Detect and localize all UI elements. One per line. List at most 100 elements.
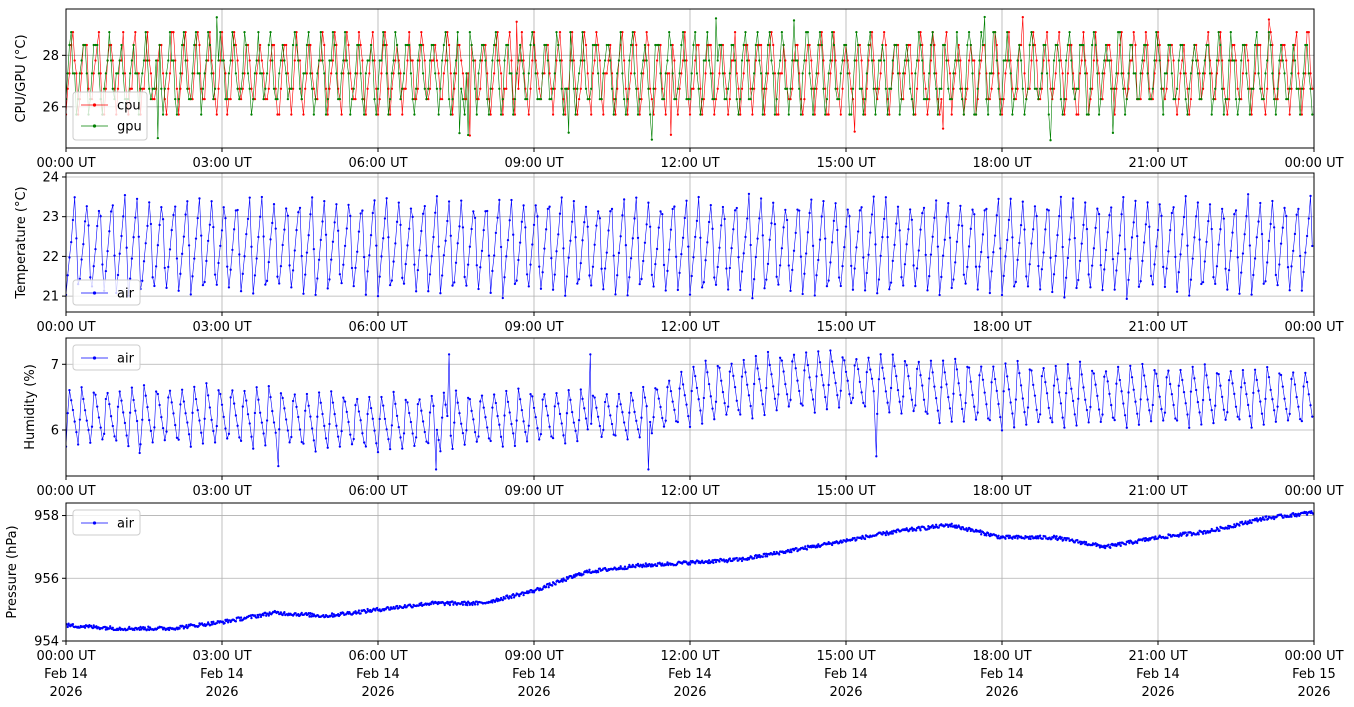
data-point [489,439,492,443]
data-point [1014,280,1018,284]
data-point [813,411,816,414]
data-point [373,429,376,432]
data-point [92,265,95,268]
data-point [1311,113,1314,116]
data-point [149,97,153,101]
data-point [1160,214,1163,218]
data-point [765,87,768,90]
y-axis-label: Pressure (hPa) [5,525,20,618]
data-point [697,398,700,401]
data-point [905,364,908,367]
data-point [66,274,69,277]
data-point [1292,371,1295,374]
data-point [666,72,669,75]
data-point [621,72,624,75]
data-point [397,606,400,610]
data-point [238,97,241,101]
x-tick-date-label: Feb 14 [1136,667,1180,682]
data-point [1104,248,1108,252]
data-point [1066,72,1070,75]
data-point [627,565,630,569]
data-point [1174,97,1177,101]
data-point [1229,59,1232,62]
data-point [730,362,733,365]
data-point [390,279,394,282]
data-point [764,555,767,558]
data-point [366,87,369,90]
data-point [1136,412,1139,415]
data-point [1181,59,1184,62]
data-point [997,197,1000,201]
data-point [1054,537,1057,540]
data-point [565,275,569,278]
data-point [1309,511,1312,515]
data-point [305,43,309,47]
data-point [309,213,312,216]
data-point [298,428,302,431]
data-point [898,113,901,116]
data-point [345,227,348,230]
data-point [633,31,636,34]
data-point [775,113,778,116]
data-point [919,31,922,34]
data-point [645,31,648,34]
data-point [212,620,215,623]
data-point [618,567,621,571]
data-point [105,626,108,629]
data-point [463,443,466,446]
data-point [1188,87,1191,90]
data-point [219,59,222,62]
data-point [149,72,153,75]
data-point [148,628,151,632]
data-point [85,205,88,208]
data-point [302,72,305,75]
data-point [834,87,837,90]
data-point [378,275,381,278]
data-point [94,59,97,62]
data-point [224,427,227,430]
data-point [695,43,699,47]
data-point [1123,414,1127,417]
data-point [879,254,882,257]
data-point [997,534,1000,537]
data-point [368,254,371,257]
data-point [1115,72,1118,75]
data-point [328,422,331,426]
x-tick-year-label: 2026 [1141,685,1174,700]
data-point [1215,265,1219,268]
data-point [1007,536,1011,540]
data-point [591,72,595,75]
data-point [179,403,182,406]
data-point [1224,267,1227,270]
data-point [1075,113,1078,116]
data-point [1246,403,1250,407]
data-point [340,282,343,285]
data-point [181,625,185,628]
data-point [1084,398,1087,401]
data-point [409,207,413,210]
data-point [111,87,114,90]
data-point [990,87,993,90]
data-point [357,410,361,413]
data-point [1064,537,1067,540]
data-point [1309,72,1312,75]
data-point [245,399,248,402]
data-point [1059,59,1063,62]
data-point [137,72,140,75]
data-point [167,59,170,62]
data-point [473,603,477,606]
data-point [1136,234,1139,238]
data-point [638,565,641,568]
x-tick-label: 06:00 UT [348,484,407,499]
data-point [286,97,290,101]
data-point [746,59,749,62]
data-point [111,204,114,207]
data-point [676,113,680,116]
data-point [952,72,955,75]
data-point [388,113,392,116]
data-point [765,386,768,390]
data-point [1009,401,1012,404]
y-axis-label: Temperature (°C) [14,186,29,299]
data-point [1241,252,1245,255]
